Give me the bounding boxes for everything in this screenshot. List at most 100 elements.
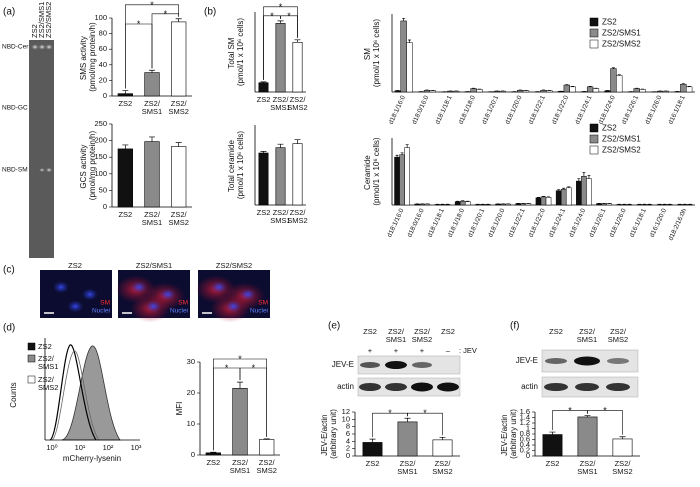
x-tick-label: d18:1/18:0	[447, 207, 466, 238]
bar	[563, 84, 570, 93]
y-tick-label: 250	[94, 119, 107, 128]
x-tick-label: d18:1/20:0	[487, 207, 506, 238]
error-bar	[237, 381, 243, 389]
x-tick-label: d18:2/16:0h	[667, 207, 688, 241]
y-axis-label: Counts	[9, 382, 18, 407]
band-label: actin	[337, 382, 354, 391]
x-tick-label: d18:1/26:1	[588, 207, 607, 238]
lane-label: ZS2/SMS2	[608, 327, 628, 344]
error-bar	[277, 143, 284, 148]
significance-label: *	[238, 354, 242, 364]
band	[39, 168, 45, 172]
significance-bracket	[213, 358, 267, 451]
error-bar	[175, 142, 182, 147]
bar	[560, 188, 567, 206]
bar	[515, 203, 522, 206]
bar	[569, 86, 576, 93]
text-line: SMS1	[230, 466, 250, 475]
y-tick-label: 1.2	[520, 418, 530, 427]
band	[38, 44, 46, 50]
legend-swatch	[27, 375, 36, 384]
x-tick-label: d18:0/16:0	[406, 207, 425, 238]
text-line: SM	[363, 46, 372, 60]
x-tick-label: d18:1/18:1	[427, 207, 446, 238]
blot	[357, 377, 461, 397]
x-tick-label: d16:1/18:1	[667, 94, 686, 125]
bar	[292, 143, 303, 206]
nucleus	[81, 288, 98, 301]
band	[31, 44, 39, 50]
legend-swatch	[589, 134, 599, 144]
text-line: ZS2/	[435, 459, 452, 468]
bar	[606, 203, 612, 206]
text-line: ZS2/	[259, 458, 276, 467]
legend-label: ZS2/SMS2	[602, 146, 641, 155]
bar	[117, 93, 133, 97]
x-tick-label: ZS2	[546, 459, 560, 468]
y-tick-label: 1	[526, 423, 530, 432]
x-tick-label: d18:1/22:0	[551, 94, 570, 125]
y-axis-label: GCS activity (pmol/mg protein/h)	[79, 130, 97, 200]
histogram-curve	[61, 345, 121, 441]
band-label: NBD-SM	[2, 167, 28, 174]
text-line: Total ceramide	[227, 138, 236, 192]
text-line: Ceramide	[363, 153, 372, 190]
text-line: ZS2/	[171, 210, 188, 219]
lane-label: ZS2	[68, 261, 82, 270]
lane-label: ZS2	[30, 24, 39, 38]
y-tick-label: 20	[187, 388, 195, 397]
y-tick-label: 1.4	[520, 412, 530, 421]
y-tick-label: 6	[346, 429, 350, 438]
error-bar	[549, 431, 556, 435]
lane-label: ZS2/SMS2	[44, 2, 53, 38]
text-line: Total SM	[227, 35, 236, 68]
y-tick-label: 0.4	[520, 440, 530, 449]
stain-label: Nuclei	[250, 308, 268, 315]
panel-label: (e)	[328, 321, 340, 332]
error-bar	[439, 436, 446, 440]
x-tick-label: ZS2	[118, 99, 132, 108]
band	[360, 362, 380, 368]
error-bar	[263, 438, 270, 440]
text-line: SMS1	[142, 107, 162, 116]
lane-label: ZS2/SMS1	[577, 327, 597, 344]
y-axis-label: SMS activity (pmol/mg protein/h)	[79, 22, 97, 92]
text-line: ZS2/	[273, 208, 290, 217]
bar	[459, 200, 466, 206]
y-tick-label: 30	[187, 357, 195, 366]
x-tick-label: d18:1/26:0	[608, 207, 627, 238]
nucleus	[225, 300, 242, 313]
x-tick-label: 10³	[131, 443, 142, 452]
significance-label: *	[287, 11, 291, 21]
significance-label: *	[150, 0, 154, 10]
x-tick-label: ZS2/SMS2	[612, 459, 632, 476]
bar	[680, 83, 687, 93]
legend-swatch	[27, 342, 36, 351]
y-tick-label: 0	[103, 91, 107, 100]
band-label: JEV-E	[332, 360, 354, 369]
bar	[576, 180, 582, 206]
band-label: NBD-Cer	[2, 44, 29, 51]
y-tick-label: 10	[342, 414, 350, 423]
x-tick-label: d16:1/20:0	[649, 207, 668, 238]
bar	[454, 201, 461, 206]
band	[385, 383, 407, 391]
bar	[205, 452, 221, 456]
bar	[546, 90, 553, 93]
bar	[604, 90, 611, 93]
y-axis-label: Total SM (pmol/1 x 10⁶ cells)	[227, 18, 245, 87]
significance-label: *	[270, 11, 274, 21]
y-tick-label: 1.6	[520, 407, 530, 416]
text-line: ZS2/	[414, 327, 431, 336]
x-tick-label: d18:0/16:0	[411, 94, 430, 125]
text-line: (pmol/1 x 10⁶ cells)	[236, 18, 245, 87]
band	[45, 44, 53, 50]
bar	[464, 201, 471, 206]
significance-label: *	[137, 19, 141, 29]
bar	[577, 416, 598, 457]
x-tick-label: ZS2/SMS2	[168, 210, 188, 227]
tlc-plate	[29, 40, 54, 258]
band	[574, 356, 600, 366]
y-tick-label: 50	[99, 185, 107, 194]
band	[359, 383, 381, 391]
